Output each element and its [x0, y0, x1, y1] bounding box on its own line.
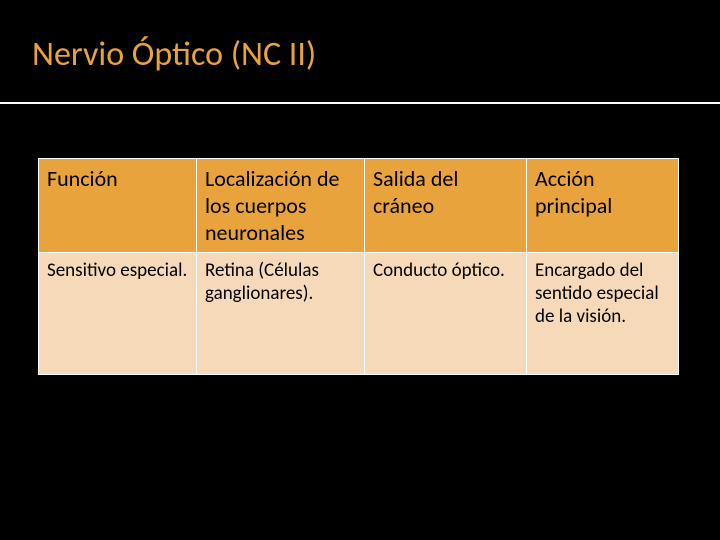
nerve-table: Función Localización de los cuerpos neur… [38, 158, 679, 375]
th-salida: Salida del cráneo [365, 159, 527, 253]
th-accion: Acción principal [527, 159, 679, 253]
th-localizacion: Localización de los cuerpos neuronales [197, 159, 365, 253]
slide: Nervio Óptico (NC II) Función Localizaci… [0, 0, 720, 540]
title-divider [0, 102, 720, 104]
th-funcion: Función [39, 159, 197, 253]
table-row: Sensitivo especial. Retina (Células gang… [39, 253, 679, 375]
td-accion: Encargado del sentido especial de la vis… [527, 253, 679, 375]
table-header-row: Función Localización de los cuerpos neur… [39, 159, 679, 253]
td-salida: Conducto óptico. [365, 253, 527, 375]
td-funcion: Sensitivo especial. [39, 253, 197, 375]
slide-title: Nervio Óptico (NC II) [32, 34, 316, 75]
td-localizacion: Retina (Células ganglionares). [197, 253, 365, 375]
